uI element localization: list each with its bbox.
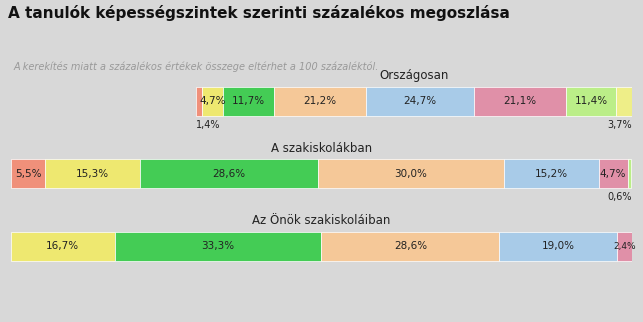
Text: 19,0%: 19,0% bbox=[541, 241, 575, 251]
Bar bbox=[45, 159, 140, 188]
Bar bbox=[11, 232, 114, 261]
Bar bbox=[114, 232, 322, 261]
Bar bbox=[628, 159, 631, 188]
Text: 33,3%: 33,3% bbox=[201, 241, 235, 251]
Text: 3,7%: 3,7% bbox=[608, 119, 632, 129]
Bar bbox=[202, 87, 222, 116]
Text: 28,6%: 28,6% bbox=[394, 241, 427, 251]
Text: 21,2%: 21,2% bbox=[303, 96, 336, 107]
Bar bbox=[566, 87, 616, 116]
Text: 4,7%: 4,7% bbox=[600, 169, 626, 179]
Text: Országosan: Országosan bbox=[379, 69, 449, 82]
Text: 11,7%: 11,7% bbox=[231, 96, 265, 107]
Bar bbox=[617, 232, 632, 261]
Text: 15,2%: 15,2% bbox=[535, 169, 568, 179]
Bar bbox=[499, 232, 617, 261]
Bar bbox=[140, 159, 318, 188]
Bar bbox=[322, 232, 499, 261]
Bar bbox=[599, 159, 628, 188]
Text: 30,0%: 30,0% bbox=[395, 169, 428, 179]
Bar bbox=[318, 159, 504, 188]
Bar bbox=[616, 87, 632, 116]
Bar bbox=[11, 159, 45, 188]
Text: A kerekítés miatt a százalékos értékek összege eltérhet a 100 százaléktól.: A kerekítés miatt a százalékos értékek ö… bbox=[14, 61, 379, 72]
Text: A tanulók képességszintek szerinti százalékos megoszlása: A tanulók képességszintek szerinti száza… bbox=[8, 5, 510, 21]
Text: 1,4%: 1,4% bbox=[196, 119, 221, 129]
Text: 4,7%: 4,7% bbox=[199, 96, 226, 107]
Text: Az Önök szakiskoláiban: Az Önök szakiskoláiban bbox=[252, 214, 391, 227]
Text: 28,6%: 28,6% bbox=[212, 169, 246, 179]
Bar bbox=[222, 87, 274, 116]
Text: 2,4%: 2,4% bbox=[613, 242, 636, 251]
Text: 11,4%: 11,4% bbox=[575, 96, 608, 107]
Text: A szakiskolákban: A szakiskolákban bbox=[271, 142, 372, 155]
Bar bbox=[504, 159, 599, 188]
Text: 16,7%: 16,7% bbox=[46, 241, 79, 251]
Text: 15,3%: 15,3% bbox=[76, 169, 109, 179]
Text: 21,1%: 21,1% bbox=[503, 96, 537, 107]
Bar bbox=[474, 87, 566, 116]
Text: 0,6%: 0,6% bbox=[607, 192, 631, 202]
Text: 24,7%: 24,7% bbox=[404, 96, 437, 107]
Bar bbox=[274, 87, 367, 116]
Bar bbox=[367, 87, 474, 116]
Text: 5,5%: 5,5% bbox=[15, 169, 41, 179]
Bar bbox=[196, 87, 202, 116]
